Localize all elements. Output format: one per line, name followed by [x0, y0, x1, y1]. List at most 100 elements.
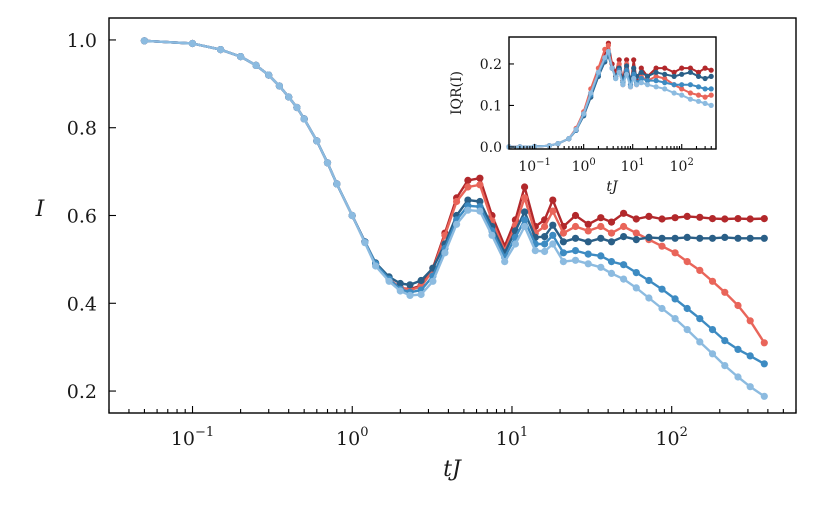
series-1-point: [708, 215, 717, 223]
series-5-point: [237, 53, 245, 61]
series-2-point: [541, 222, 549, 231]
series-2-point: [453, 197, 461, 206]
inset-series-1-point: [653, 65, 659, 71]
series-3-point: [396, 279, 404, 288]
series-5-point: [607, 269, 616, 277]
series-2-point: [721, 288, 729, 296]
inset-series-5-point: [679, 92, 685, 98]
series-3-point: [683, 233, 691, 241]
series-1-point: [571, 211, 580, 220]
series-4-point: [708, 326, 717, 334]
series-5-point: [441, 249, 449, 257]
series-2-point: [521, 194, 529, 202]
series-1-point: [746, 215, 754, 223]
series-5-point: [632, 284, 640, 292]
inset-series-3-point: [644, 73, 651, 79]
inset-series-2-point: [653, 73, 659, 79]
inset-y-axis-label: IQR(I): [449, 71, 465, 115]
inset-x-ticks: 10−1 100 101 102: [508, 144, 717, 175]
series-2-point: [559, 229, 568, 237]
series-1-point: [658, 215, 666, 223]
y-tick-label: 0.1: [480, 98, 502, 114]
series-1-point: [671, 214, 679, 222]
inset-series-5-point: [627, 84, 634, 90]
inset-series-4-point: [631, 71, 637, 77]
inset-series-group: [506, 40, 714, 150]
inset-series-5-point: [634, 82, 640, 88]
inset-series-4-point: [644, 78, 651, 84]
series-3-point: [645, 233, 653, 241]
series-4-point: [584, 250, 592, 258]
series-5-point: [188, 39, 197, 48]
inset-series-5-point: [644, 82, 651, 88]
series-2-point: [584, 227, 592, 235]
inset-x-axis-label: tJ: [606, 179, 619, 195]
series-3-point: [584, 238, 592, 246]
series-4-point: [760, 360, 768, 368]
series-5-point: [372, 262, 380, 270]
series-5-point: [511, 240, 519, 248]
series-3-point: [696, 234, 704, 242]
series-3-point: [571, 234, 580, 242]
series-2-point: [549, 207, 557, 215]
inset-series-5-point: [605, 48, 612, 55]
inset-series-4-point: [687, 82, 694, 88]
series-5-point: [620, 275, 628, 283]
inset-series-1-point: [638, 65, 644, 71]
inset-series-1-point: [616, 57, 622, 63]
series-5-point: [760, 392, 768, 400]
series-4-point: [549, 231, 557, 239]
main-x-axis-label: tJ: [443, 457, 462, 482]
main-y-axis-label: I: [35, 197, 46, 222]
series-5-point: [464, 206, 472, 214]
series-5-point: [323, 159, 332, 167]
series-1-point: [584, 220, 592, 228]
series-2-point: [683, 258, 691, 266]
series-1-point: [721, 215, 729, 223]
inset-series-3-point: [624, 63, 630, 69]
y-tick-label: 0.2: [480, 57, 502, 73]
series-5-point: [429, 277, 437, 285]
series-5-point: [348, 211, 356, 220]
series-3-point: [559, 238, 568, 246]
inset-plot-frame: [508, 36, 717, 150]
inset-series-5-point: [662, 86, 668, 92]
inset-series-1-point: [702, 65, 708, 71]
series-2-point: [671, 249, 679, 257]
inset-series-4-point: [702, 86, 708, 92]
series-5-point: [140, 37, 148, 45]
series-5-point: [333, 180, 341, 188]
series-3-point: [406, 281, 414, 289]
series-5-point: [265, 71, 273, 79]
main-plot: 10−1 100 101 102 0.2 0.4 0.6 0.8 1.0 tJ I: [35, 17, 797, 482]
inset-series-5-point: [595, 69, 602, 75]
series-1-point: [607, 218, 616, 226]
series-4-point: [632, 269, 640, 277]
inset-series-2-point: [708, 92, 714, 98]
series-5-point: [746, 383, 754, 391]
inset-series-3-point: [679, 71, 685, 77]
series-2-point: [658, 242, 666, 250]
x-tick-label: 100: [336, 425, 368, 450]
series-2-point: [760, 339, 768, 347]
inset-series-5-point: [616, 69, 622, 75]
series-1-point: [597, 214, 605, 222]
series-2-point: [571, 222, 580, 231]
inset-series-4-point: [671, 82, 677, 88]
inset-series-3-point: [695, 73, 702, 79]
series-5-point: [385, 277, 393, 285]
series-4-point: [683, 304, 691, 313]
inset-series-1-point: [631, 57, 637, 63]
inset-series-4-point: [679, 82, 685, 88]
series-5-point: [406, 291, 414, 299]
inset-series-3-point: [631, 65, 637, 71]
series-5-point: [671, 315, 679, 323]
inset-series-1-point: [679, 65, 685, 71]
series-5-point: [683, 326, 691, 334]
inset-series-1-point: [687, 65, 694, 71]
series-2-point: [696, 266, 704, 274]
inset-series-2-point: [695, 92, 702, 98]
series-4-point: [645, 276, 653, 285]
series-5-point: [488, 231, 496, 239]
series-5-point: [521, 222, 529, 231]
